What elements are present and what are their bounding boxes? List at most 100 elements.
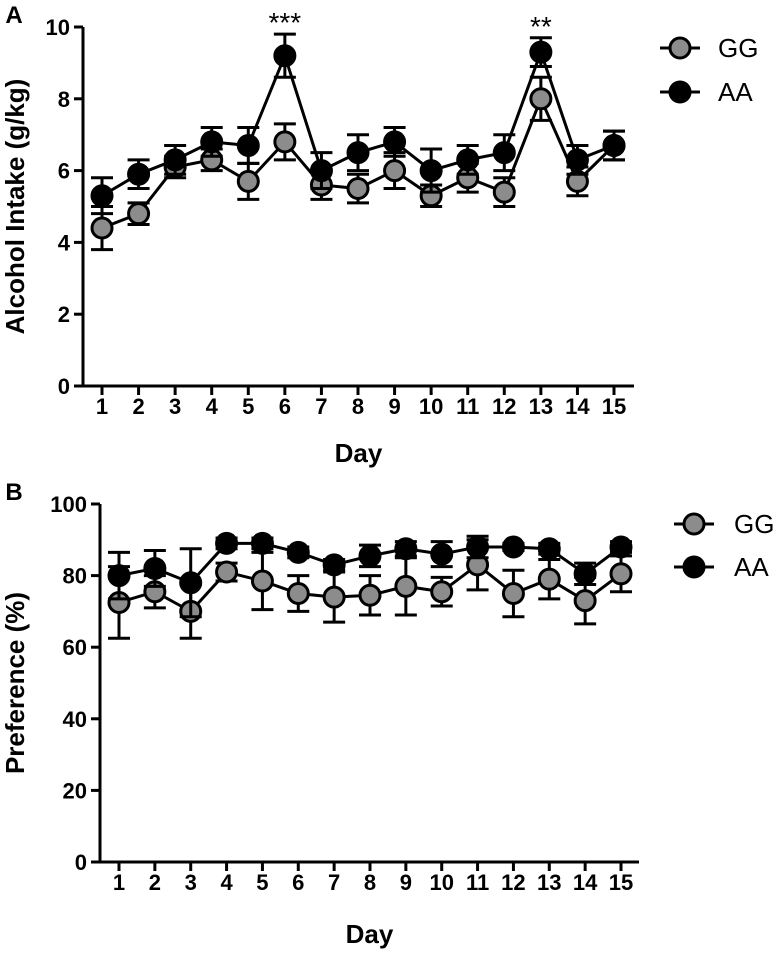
data-point xyxy=(322,585,346,609)
data-point xyxy=(565,148,589,172)
legend-marker xyxy=(668,36,692,60)
legend-label: AA xyxy=(718,77,753,107)
data-point xyxy=(215,560,239,584)
data-point xyxy=(394,574,418,598)
data-point xyxy=(501,535,525,559)
data-point xyxy=(529,40,553,64)
legend: GG AA xyxy=(660,33,758,107)
y-tick-label: 6 xyxy=(58,159,70,184)
x-tick-label: 4 xyxy=(206,394,219,419)
series-AA xyxy=(90,32,626,216)
x-tick-label: 15 xyxy=(609,870,633,895)
legend-label: GG xyxy=(718,33,758,63)
data-point xyxy=(200,130,224,154)
x-tick-label: 9 xyxy=(400,870,412,895)
data-point xyxy=(537,567,561,591)
panel-label: B xyxy=(5,479,22,506)
significance-annotation: ** xyxy=(530,11,552,42)
x-tick-label: 7 xyxy=(315,394,327,419)
data-point xyxy=(456,148,480,172)
data-point xyxy=(250,569,274,593)
y-tick-label: 2 xyxy=(58,302,70,327)
x-tick-label: 13 xyxy=(537,870,561,895)
x-tick-label: 8 xyxy=(352,394,364,419)
x-tick-label: 2 xyxy=(149,870,161,895)
data-point xyxy=(492,180,516,204)
panel-label: A xyxy=(5,2,22,29)
y-tick-label: 40 xyxy=(63,707,87,732)
x-tick-label: 9 xyxy=(388,394,400,419)
x-tick-label: 1 xyxy=(113,870,125,895)
y-tick-label: 100 xyxy=(50,492,87,517)
y-tick-label: 0 xyxy=(58,374,70,399)
legend: GG AA xyxy=(674,509,774,582)
legend-marker xyxy=(682,512,706,536)
data-point xyxy=(215,531,239,555)
x-tick-label: 10 xyxy=(419,394,443,419)
y-tick-label: 60 xyxy=(63,635,87,660)
y-tick-label: 8 xyxy=(58,87,70,112)
data-point xyxy=(501,582,525,605)
y-tick-label: 4 xyxy=(58,230,71,255)
data-point xyxy=(179,571,203,595)
significance-annotation: *** xyxy=(269,7,302,38)
data-point xyxy=(286,540,310,564)
data-point xyxy=(346,177,370,201)
x-axis-label: Day xyxy=(335,438,383,468)
data-point xyxy=(466,535,490,559)
data-point xyxy=(90,184,114,208)
data-point xyxy=(358,583,382,607)
data-point xyxy=(358,544,382,568)
data-point xyxy=(383,159,407,183)
data-point xyxy=(609,535,633,559)
data-point xyxy=(107,564,131,588)
data-point xyxy=(492,141,516,165)
data-point xyxy=(127,202,151,226)
data-point xyxy=(573,589,597,613)
data-point xyxy=(609,562,633,586)
x-tick-label: 2 xyxy=(132,394,144,419)
data-point xyxy=(127,162,151,186)
data-point xyxy=(90,216,114,240)
data-point xyxy=(143,556,167,580)
data-point xyxy=(430,580,454,604)
x-tick-label: 5 xyxy=(256,870,268,895)
y-tick-label: 0 xyxy=(75,850,87,875)
legend-marker xyxy=(668,80,692,104)
x-tick-label: 8 xyxy=(364,870,376,895)
x-tick-label: 12 xyxy=(492,394,516,419)
data-point xyxy=(236,133,260,157)
x-tick-label: 15 xyxy=(602,394,626,419)
y-tick-label: 80 xyxy=(63,564,87,589)
y-tick-label: 20 xyxy=(63,778,87,803)
data-point xyxy=(394,537,418,561)
data-point xyxy=(529,87,553,111)
data-point xyxy=(346,141,370,165)
x-axis-label: Day xyxy=(346,919,394,949)
data-point xyxy=(573,562,597,586)
legend-label: AA xyxy=(734,552,769,582)
data-point xyxy=(273,44,297,68)
data-point xyxy=(309,159,333,183)
x-tick-label: 5 xyxy=(242,394,254,419)
x-tick-label: 6 xyxy=(292,870,304,895)
y-axis-label: Preference (%) xyxy=(0,592,30,774)
data-point xyxy=(537,537,561,561)
x-tick-label: 3 xyxy=(185,870,197,895)
x-tick-label: 10 xyxy=(429,870,453,895)
data-point xyxy=(250,531,274,555)
data-point xyxy=(419,159,443,183)
x-tick-label: 11 xyxy=(456,394,479,419)
y-tick-label: 10 xyxy=(46,15,70,40)
x-tick-label: 3 xyxy=(169,394,181,419)
y-axis-label: Alcohol Intake (g/kg) xyxy=(0,79,30,335)
data-point xyxy=(163,148,187,172)
x-tick-label: 7 xyxy=(328,870,340,895)
legend-label: GG xyxy=(734,509,774,539)
series-AA xyxy=(107,531,633,619)
x-tick-label: 11 xyxy=(466,870,489,895)
data-point xyxy=(383,130,407,154)
data-point xyxy=(430,542,454,566)
